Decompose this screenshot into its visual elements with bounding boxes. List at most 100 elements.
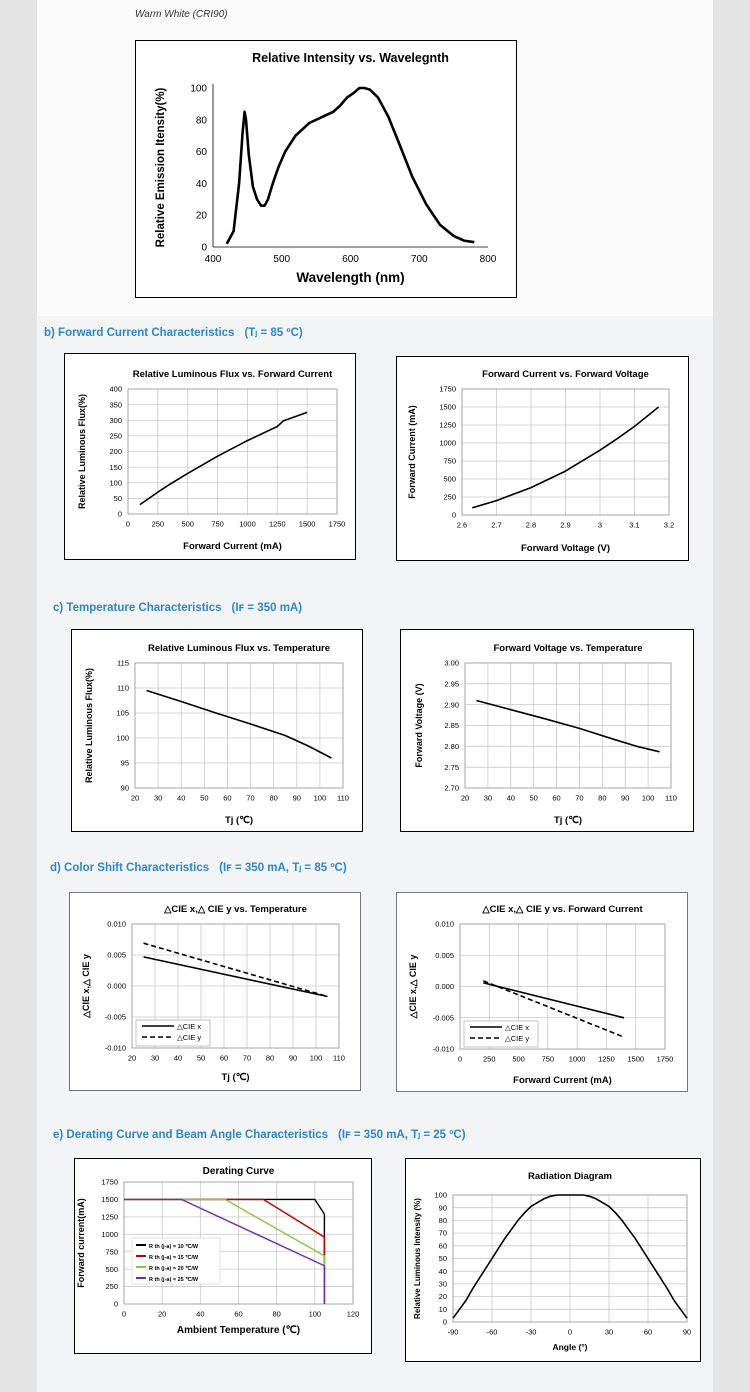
flux-current-ytick-label: 150 [109, 463, 122, 472]
cie-current-xtick-label: 1500 [627, 1055, 644, 1064]
current-voltage-ytick-label: 250 [443, 493, 456, 502]
current-voltage-ytick-label: 1500 [439, 403, 456, 412]
spectrum-chart [135, 40, 517, 298]
derating-xlabel: Ambient Temperature (℃) [177, 1325, 300, 1336]
current-voltage-xtick-label: 3.2 [664, 521, 674, 530]
voltage-temp-ytick-label: 2.90 [444, 700, 459, 709]
spectrum-xlabel: Wavelength (nm) [296, 270, 404, 285]
voltage-temp-xtick-label: 20 [461, 794, 469, 803]
section-c-label: c) Temperature Characteristics [53, 602, 222, 614]
current-voltage-ytick-label: 1250 [439, 421, 456, 430]
cie-temp-xlabel: Tj (℃) [221, 1072, 249, 1083]
voltage-temp-xlabel: Tj (℃) [554, 815, 582, 826]
derating-ytick-label: 500 [105, 1265, 118, 1274]
radiation-xtick-label: 60 [644, 1328, 652, 1337]
flux-current-title: Relative Luminous Flux vs. Forward Curre… [133, 369, 333, 380]
voltage-temp-xtick-label: 100 [642, 794, 655, 803]
flux-current-plot-frame [127, 388, 338, 515]
cie-current-title: △CIE x,△ CIE y vs. Forward Current [481, 904, 643, 915]
current-voltage-xtick-label: 2.7 [491, 521, 501, 530]
section-e-condition: (Iꜰ = 350 mA, Tⱼ = 25 ºC) [338, 1129, 466, 1141]
cie-temp-xtick-label: 50 [197, 1054, 205, 1063]
flux-temp-xlabel: Tj (℃) [225, 815, 253, 826]
current-voltage-xtick-label: 2.8 [526, 521, 536, 530]
cie-temp-ytick-label: 0.005 [107, 951, 126, 960]
current-voltage-ytick-label: 750 [443, 457, 456, 466]
derating-legend-label: R th (j-a) = 25 ℃/W [149, 1276, 199, 1283]
voltage-temp-xtick-label: 90 [621, 794, 629, 803]
spectrum-series-1-line [225, 86, 475, 245]
cie-current-series-1-line [483, 982, 625, 1019]
spectrum-ytick-label: 40 [196, 179, 208, 190]
voltage-temp-ytick-label: 2.95 [444, 679, 459, 688]
flux-current-ylabel: Relative Luminous Flux(%) [77, 394, 87, 509]
flux-temp-ytick-label: 100 [116, 734, 129, 743]
voltage-temp-ylabel: Forward Voltage (V) [414, 683, 424, 767]
flux-current-xtick-label: 250 [152, 520, 165, 529]
flux-temp-xtick-label: 50 [200, 794, 208, 803]
cie-temp-series-2-line [143, 942, 328, 998]
flux-temp-ytick-label: 110 [117, 684, 129, 693]
flux-current-series-1-line [139, 411, 308, 506]
spectrum-ytick-label: 100 [190, 84, 207, 95]
flux-current-xtick-label: 1000 [239, 520, 256, 529]
cie-current-ytick-label: 0.000 [435, 982, 454, 991]
derating-ytick-label: 1750 [101, 1178, 118, 1187]
radiation-ytick-label: 60 [439, 1241, 447, 1250]
flux-temp-xtick-label: 80 [269, 794, 277, 803]
section-d-label: d) Color Shift Characteristics [50, 862, 210, 874]
radiation-ytick-label: 40 [439, 1267, 447, 1276]
radiation-series-1-line [452, 1194, 688, 1319]
cie-current-ytick-label: 0.010 [435, 920, 454, 929]
derating-legend-box [131, 1237, 221, 1285]
voltage-temp-ytick-label: 2.85 [444, 721, 459, 730]
derating-ytick-label: 0 [114, 1300, 118, 1309]
radiation-xtick-label: -30 [526, 1328, 537, 1337]
cie-temp-ytick-label: -0.005 [105, 1013, 126, 1022]
cie-temp-title: △CIE x,△ CIE y vs. Temperature [163, 904, 307, 915]
cie-temp-xtick-label: 60 [220, 1054, 228, 1063]
radiation-xtick-label: -90 [448, 1328, 459, 1337]
cie-temp-xtick-label: 70 [243, 1054, 251, 1063]
section-d-condition: (Iꜰ = 350 mA, Tⱼ = 85 ºC) [219, 862, 347, 874]
section-b-condition: (Tⱼ = 85 ºC) [244, 327, 303, 339]
spectrum-ylabel: Relative Emission Itensity(%) [155, 87, 167, 247]
derating-xtick-label: 120 [347, 1310, 360, 1319]
voltage-temp-series-1-line [476, 699, 660, 753]
derating-plot-frame [123, 1181, 354, 1305]
flux-temp-series-1-line [146, 689, 332, 759]
flux-current-xtick-label: 750 [211, 520, 224, 529]
derating-ytick-label: 250 [105, 1282, 118, 1291]
flux-temp-xtick-label: 100 [314, 794, 327, 803]
current-voltage-xlabel: Forward Voltage (V) [521, 543, 610, 554]
cie-current-xtick-label: 1250 [598, 1055, 615, 1064]
flux-current-xtick-label: 1750 [329, 520, 346, 529]
cie-current-chart [396, 892, 688, 1092]
cie-current-xtick-label: 1750 [657, 1055, 674, 1064]
voltage-temp-xtick-label: 60 [552, 794, 560, 803]
cie-temp-chart [69, 892, 361, 1091]
cie-current-legend-box [463, 1020, 539, 1048]
radiation-ytick-label: 80 [439, 1216, 447, 1225]
flux-current-ytick-label: 400 [109, 385, 122, 394]
current-voltage-plot-frame [461, 388, 670, 516]
cie-temp-ytick-label: -0.010 [105, 1044, 126, 1053]
section-e-label: e) Derating Curve and Beam Angle Charact… [53, 1129, 329, 1141]
spectrum-title: Relative Intensity vs. Wavelegnth [252, 51, 449, 65]
radiation-xtick-label: 90 [683, 1328, 691, 1337]
cie-temp-xtick-label: 80 [266, 1054, 274, 1063]
flux-temp-plot-frame [134, 662, 344, 789]
flux-current-xtick-label: 0 [126, 520, 130, 529]
flux-current-ytick-label: 200 [109, 447, 122, 456]
flux-current-xtick-label: 1500 [299, 520, 316, 529]
cie-current-ytick-label: 0.005 [435, 951, 454, 960]
flux-temp-xtick-label: 60 [223, 794, 231, 803]
flux-temp-xtick-label: 40 [177, 794, 185, 803]
spectrum-xtick-label: 800 [480, 254, 497, 265]
radiation-xlabel: Angle (°) [552, 1342, 587, 1352]
radiation-xtick-label: -60 [487, 1328, 498, 1337]
cie-current-xlabel: Forward Current (mA) [513, 1075, 612, 1086]
current-voltage-ylabel: Forward Current (mA) [407, 405, 417, 499]
cie-current-ytick-label: -0.010 [433, 1045, 454, 1054]
current-voltage-xtick-label: 3 [598, 521, 602, 530]
